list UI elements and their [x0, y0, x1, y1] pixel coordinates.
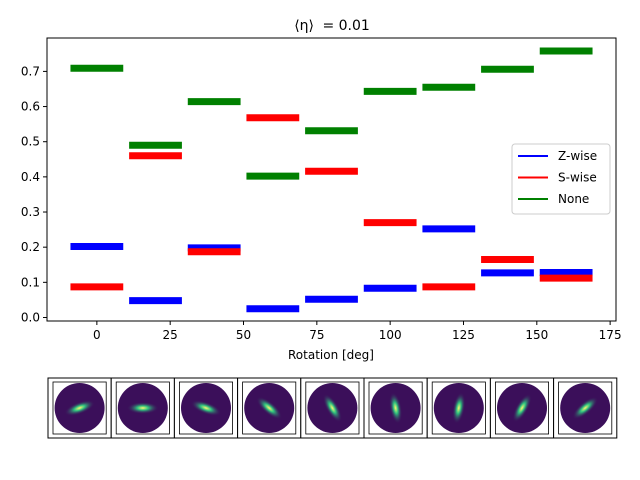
y-tick-label: 0.3 [21, 205, 40, 219]
galaxy-shape [572, 396, 599, 420]
x-tick-label: 100 [379, 328, 402, 342]
galaxy-shape [322, 393, 342, 423]
legend-label: Z-wise [558, 149, 597, 163]
y-tick-label: 0.5 [21, 135, 40, 149]
x-tick-label: 75 [309, 328, 324, 342]
x-tick-label: 125 [452, 328, 475, 342]
x-axis-label: Rotation [deg] [288, 348, 374, 362]
chart-title: ⟨η⟩ = 0.01 [294, 18, 370, 34]
y-tick-label: 0.6 [21, 100, 40, 114]
x-tick-label: 50 [236, 328, 251, 342]
y-tick-label: 0.1 [21, 275, 40, 289]
plot-frame [46, 37, 617, 322]
galaxy-shape [389, 392, 403, 424]
galaxy-thumbnail [237, 377, 302, 439]
chart-title-prefix: ⟨η⟩ [294, 18, 314, 34]
y-tick-label: 0.2 [21, 240, 40, 254]
y-tick-label: 0.4 [21, 170, 40, 184]
x-tick-label: 150 [525, 328, 548, 342]
y-tick-label: 0.7 [21, 64, 40, 78]
galaxy-shape [512, 393, 532, 423]
galaxy-shape [452, 392, 466, 424]
galaxy-thumbnail [110, 377, 175, 439]
galaxy-thumbnail [553, 377, 618, 439]
galaxy-thumbnail [173, 377, 239, 439]
legend-label: S-wise [558, 171, 597, 185]
legend-label: None [558, 192, 589, 206]
galaxy-thumbnail [426, 377, 491, 439]
x-tick-label: 0 [93, 328, 101, 342]
galaxy-shape [256, 396, 283, 420]
galaxy-shape [126, 402, 159, 414]
galaxy-thumbnail [363, 377, 428, 439]
x-tick-label: 175 [599, 328, 622, 342]
galaxy-thumbnail [489, 377, 555, 439]
axis-layer: 0.0 0.1 0.2 0.3 0.4 0.5 0.6 0.7 0 25 50 75 100 125 150… [21, 64, 622, 342]
y-tick-label: 0.0 [21, 310, 40, 324]
thumbnail-strip [47, 377, 618, 439]
galaxy-shape [190, 400, 222, 416]
bars-layer [70, 47, 593, 313]
galaxy-thumbnail [47, 377, 112, 439]
chart-title-suffix: = 0.01 [322, 18, 369, 34]
x-tick-label: 25 [163, 328, 178, 342]
galaxy-shape [64, 400, 95, 416]
legend-box [511, 143, 611, 215]
legend: Z-wise S-wise None [511, 143, 611, 215]
galaxy-thumbnail [300, 377, 365, 439]
